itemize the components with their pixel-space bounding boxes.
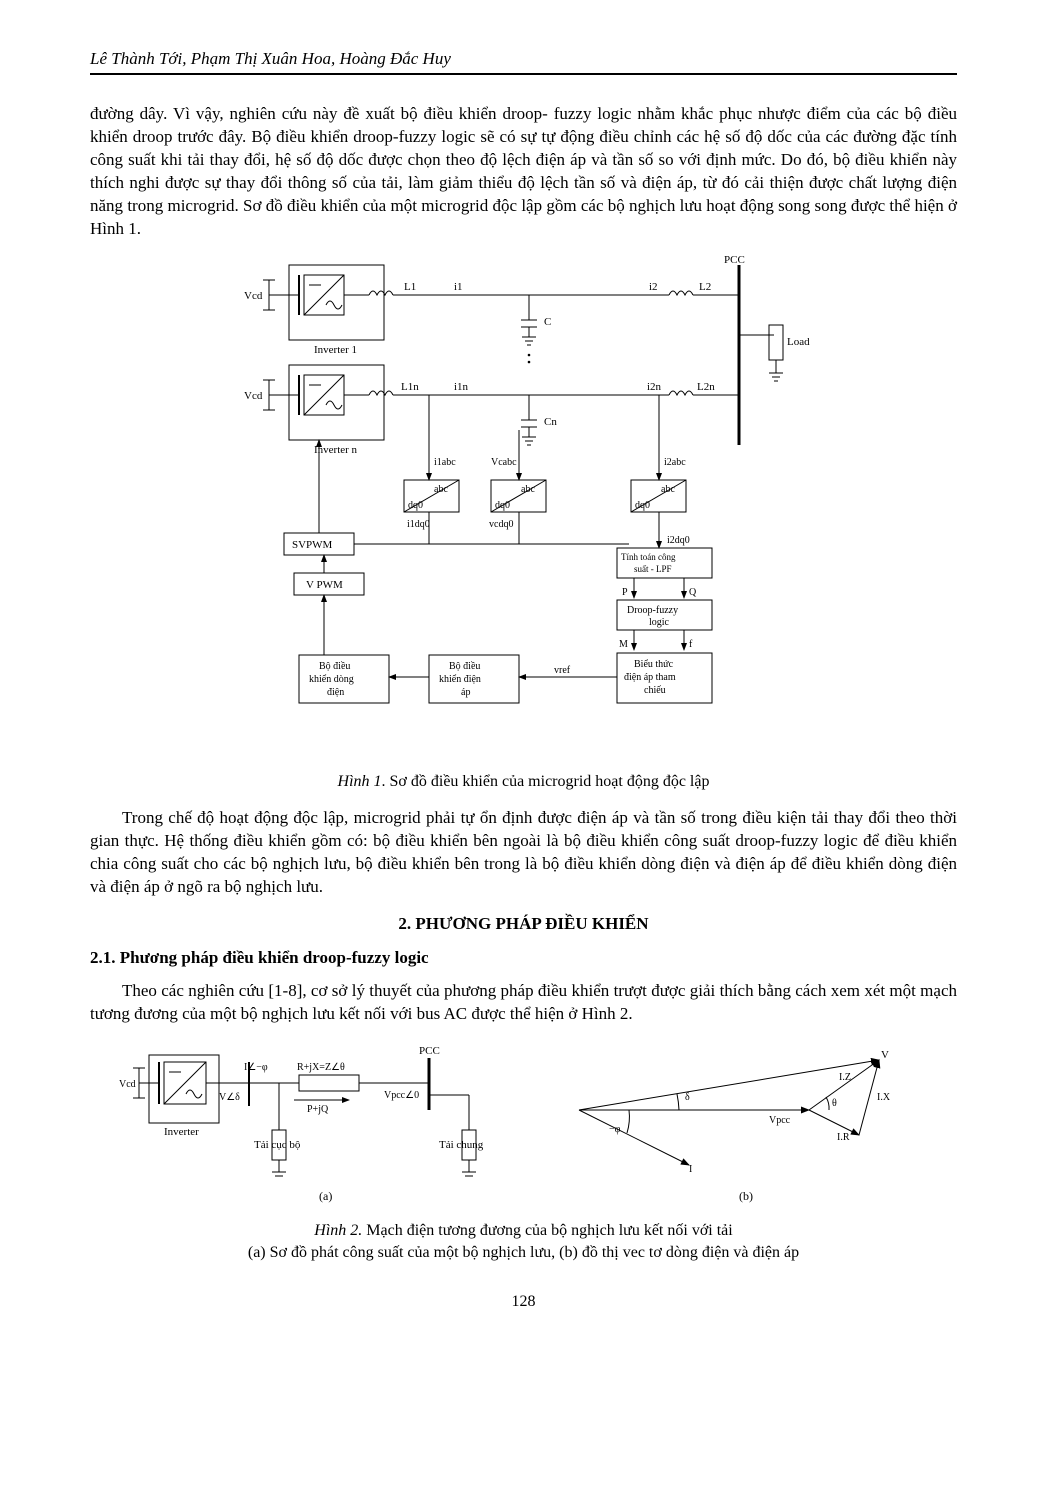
fig1-inverter1: Inverter 1 bbox=[314, 344, 357, 356]
fig1-load: Load bbox=[787, 336, 810, 348]
figure-2b-svg: V I.Z δ −φ θ Vpcc I.X I.R I (b) bbox=[559, 1040, 929, 1210]
fig1-L2n: L2n bbox=[697, 381, 715, 393]
fig2b-IZ: I.Z bbox=[839, 1072, 851, 1083]
page-number: 128 bbox=[90, 1291, 957, 1313]
fig2a-inverter: Inverter bbox=[164, 1126, 199, 1138]
fig1-power1: Tính toán công bbox=[621, 552, 676, 562]
fig2b-theta: θ bbox=[832, 1098, 837, 1109]
fig2a-vldelta: V∠δ bbox=[219, 1092, 240, 1103]
fig1-abc1: abc bbox=[434, 484, 448, 495]
fig1-droopfuzzy2: logic bbox=[649, 617, 670, 628]
author-names: Lê Thành Tới, Phạm Thị Xuân Hoa, Hoàng Đ… bbox=[90, 49, 451, 68]
fig2a-vpcc0: Vpcc∠0 bbox=[384, 1090, 419, 1101]
fig1-L1n: L1n bbox=[401, 381, 419, 393]
fig1-bdka2: khiển điện bbox=[439, 674, 481, 685]
fig1-bt2: điện áp tham bbox=[624, 672, 676, 683]
fig1-Q: Q bbox=[689, 587, 697, 598]
fig1-vpwm: V PWM bbox=[306, 579, 343, 591]
fig2b-V: V bbox=[881, 1049, 889, 1061]
fig1-C: C bbox=[544, 316, 551, 328]
fig2a-vcd: Vcd bbox=[119, 1079, 136, 1090]
fig1-label: Hình 1 bbox=[338, 773, 382, 790]
fig1-P: P bbox=[622, 587, 628, 598]
page-header: Lê Thành Tới, Phạm Thị Xuân Hoa, Hoàng Đ… bbox=[90, 48, 957, 75]
fig2b-IR: I.R bbox=[837, 1132, 850, 1143]
heading-2-1: 2.1. Phương pháp điều khiển droop-fuzzy … bbox=[90, 947, 957, 970]
heading-2: 2. PHƯƠNG PHÁP ĐIỀU KHIỂN bbox=[90, 913, 957, 936]
fig2a-tai-chung: Tải chung bbox=[439, 1139, 484, 1151]
fig1-dq02: dq0 bbox=[495, 500, 510, 511]
fig1-M: M bbox=[619, 639, 628, 650]
paragraph-2: Trong chế độ hoạt động độc lập, microgri… bbox=[90, 807, 957, 899]
figure-1: Vcd L1 i1 i2 L2 C Inverter 1 bbox=[90, 255, 957, 762]
fig1-L1: L1 bbox=[404, 281, 416, 293]
fig1-pcc: PCC bbox=[724, 255, 745, 266]
fig2-label: Hình 2. bbox=[314, 1222, 362, 1239]
fig1-i1dq0: i1dq0 bbox=[407, 519, 430, 530]
fig2a-tai-cucbo: Tải cục bộ bbox=[254, 1139, 301, 1151]
fig1-vcabc: Vcabc bbox=[491, 457, 517, 468]
fig1-Cn: Cn bbox=[544, 416, 557, 428]
fig1-vcd1: Vcd bbox=[244, 290, 263, 302]
fig1-bdkd1: Bộ điều bbox=[319, 661, 350, 672]
paragraph-3: Theo các nghiên cứu [1-8], cơ sở lý thuy… bbox=[90, 980, 957, 1026]
fig2a-ilphi: I∠−φ bbox=[244, 1062, 268, 1073]
fig1-i1abc: i1abc bbox=[434, 457, 456, 468]
fig2-text: Mạch điện tương đương của bộ nghịch lưu … bbox=[362, 1222, 732, 1239]
fig2-sub: (a) Sơ đồ phát công suất của một bộ nghị… bbox=[248, 1244, 799, 1261]
fig1-bdka1: Bộ điều bbox=[449, 661, 480, 672]
fig1-i2dq0: i2dq0 bbox=[667, 535, 690, 546]
fig1-vcdq0: vcdq0 bbox=[489, 519, 513, 530]
fig1-droopfuzzy1: Droop-fuzzy bbox=[627, 605, 678, 616]
fig2a-label: (a) bbox=[319, 1189, 332, 1203]
fig2b-IX: I.X bbox=[877, 1092, 891, 1103]
fig2a-pjq: P+jQ bbox=[307, 1104, 329, 1115]
fig1-svpwm: SVPWM bbox=[292, 539, 333, 551]
fig1-bdkd2: khiển dòng bbox=[309, 674, 354, 685]
fig1-i2abc: i2abc bbox=[664, 457, 686, 468]
fig2b-label: (b) bbox=[739, 1189, 753, 1203]
fig2b-delta: δ bbox=[685, 1092, 690, 1103]
fig1-invertern: Inverter n bbox=[314, 444, 358, 456]
fig2b-I: I bbox=[689, 1164, 692, 1175]
paragraph-1: đường dây. Vì vậy, nghiên cứu này đề xuấ… bbox=[90, 103, 957, 241]
fig1-vref: vref bbox=[554, 665, 571, 676]
figure-2: Vcd Inverter I∠−φ V∠δ R+jX=Z∠θ P+jQ PCC … bbox=[90, 1040, 957, 1210]
figure-1-svg: Vcd L1 i1 i2 L2 C Inverter 1 bbox=[229, 255, 819, 755]
fig1-dq03: dq0 bbox=[635, 500, 650, 511]
fig2a-rjx: R+jX=Z∠θ bbox=[297, 1062, 345, 1073]
fig1-i1n: i1n bbox=[454, 381, 469, 393]
fig2b-vpcc: Vpcc bbox=[769, 1115, 791, 1126]
fig1-abc2: abc bbox=[521, 484, 535, 495]
figure-2a-svg: Vcd Inverter I∠−φ V∠δ R+jX=Z∠θ P+jQ PCC … bbox=[119, 1040, 539, 1210]
fig1-bt3: chiếu bbox=[644, 685, 666, 696]
fig1-i2: i2 bbox=[649, 281, 658, 293]
fig1-abc3: abc bbox=[661, 484, 675, 495]
fig1-L2: L2 bbox=[699, 281, 711, 293]
fig2b-phi: −φ bbox=[609, 1124, 621, 1135]
fig1-bdka3: áp bbox=[461, 687, 470, 698]
fig1-dq01: dq0 bbox=[408, 500, 423, 511]
figure-1-caption: Hình 1. Sơ đồ điều khiển của microgrid h… bbox=[90, 771, 957, 793]
fig1-power2: suất - LPF bbox=[634, 564, 672, 574]
fig1-bdkd3: điện bbox=[327, 687, 344, 698]
figure-2-caption: Hình 2. Mạch điện tương đương của bộ ngh… bbox=[90, 1220, 957, 1263]
fig1-bt1: Biểu thức bbox=[634, 659, 674, 670]
fig1-i2n: i2n bbox=[647, 381, 662, 393]
fig1-i1: i1 bbox=[454, 281, 463, 293]
fig1-f: f bbox=[689, 639, 693, 650]
fig1-vcd2: Vcd bbox=[244, 390, 263, 402]
fig2a-pcc: PCC bbox=[419, 1045, 440, 1057]
fig1-text: . Sơ đồ điều khiển của microgrid hoạt độ… bbox=[382, 773, 710, 790]
